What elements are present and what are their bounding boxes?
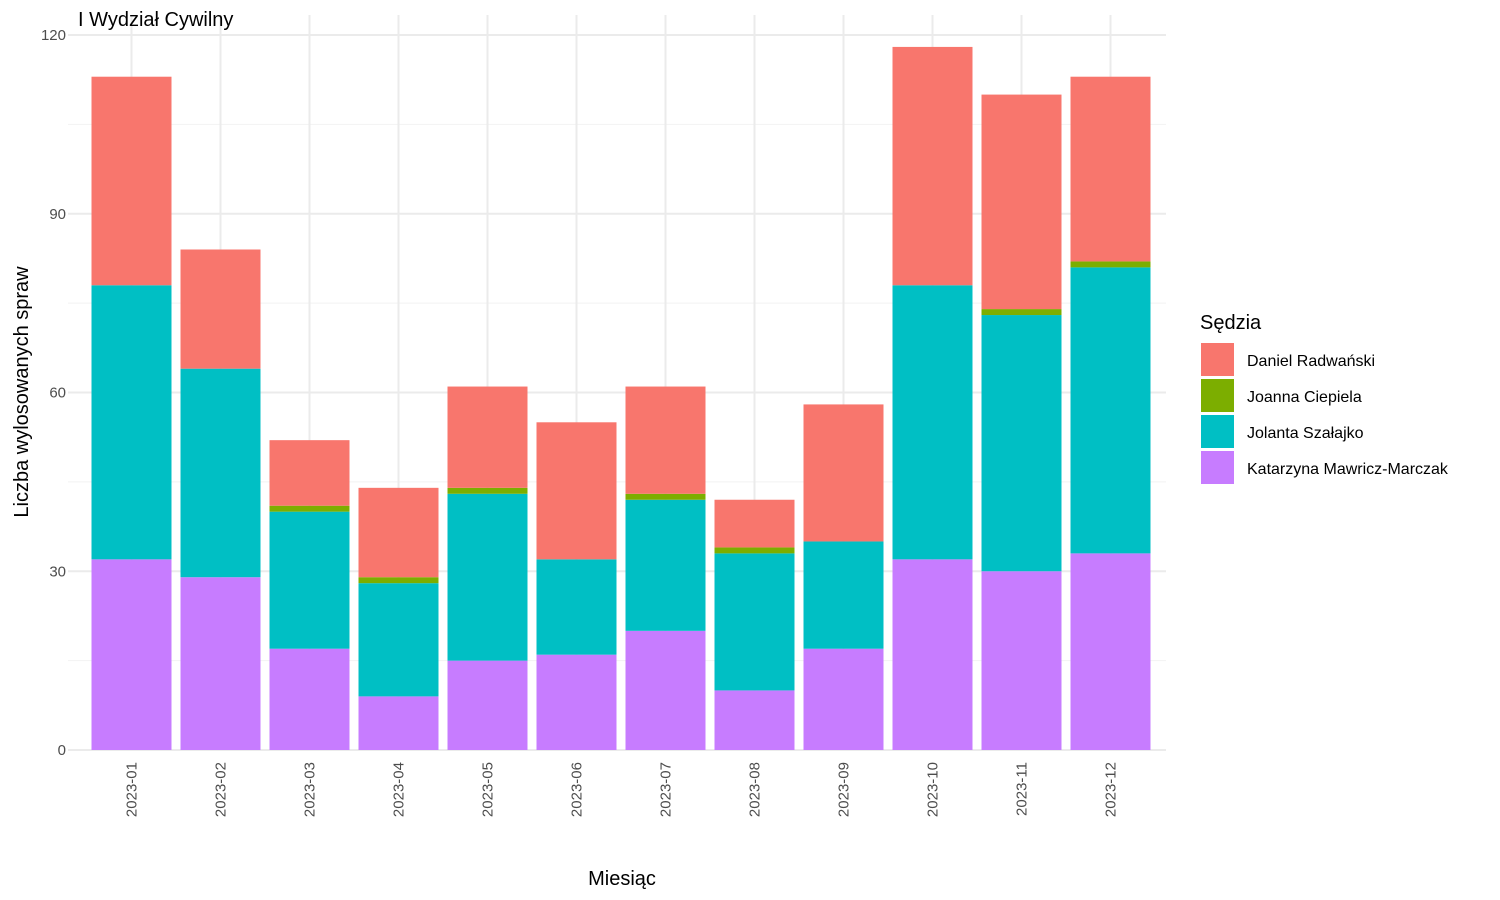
y-tick-label: 30 bbox=[49, 563, 66, 580]
x-tick-label: 2023-02 bbox=[213, 762, 230, 817]
x-tick-label: 2023-07 bbox=[658, 762, 675, 817]
y-tick-label: 90 bbox=[49, 206, 66, 223]
legend-label: Joanna Ciepiela bbox=[1247, 389, 1362, 406]
bar-segment-2023-03-katarzyna-mawricz-marczak bbox=[269, 648, 350, 750]
y-tick-label: 60 bbox=[49, 385, 66, 402]
bar-segment-2023-11-katarzyna-mawricz-marczak bbox=[981, 571, 1062, 750]
bar-segment-2023-07-katarzyna-mawricz-marczak bbox=[625, 630, 706, 750]
x-tick-label: 2023-09 bbox=[836, 762, 853, 817]
bar-segment-2023-07-joanna-ciepiela bbox=[625, 493, 706, 500]
bars bbox=[91, 46, 1151, 750]
bar-segment-2023-10-jolanta-szałajko bbox=[892, 285, 973, 560]
bar-segment-2023-03-jolanta-szałajko bbox=[269, 511, 350, 649]
bar-segment-2023-04-joanna-ciepiela bbox=[358, 577, 439, 584]
bar-segment-2023-08-jolanta-szałajko bbox=[714, 553, 795, 691]
bar-segment-2023-04-jolanta-szałajko bbox=[358, 583, 439, 697]
bar-segment-2023-05-katarzyna-mawricz-marczak bbox=[447, 660, 528, 750]
bar-segment-2023-11-joanna-ciepiela bbox=[981, 309, 1062, 316]
x-tick-label: 2023-10 bbox=[925, 762, 942, 817]
bar-segment-2023-01-daniel-radwański bbox=[91, 76, 172, 286]
bar-segment-2023-04-daniel-radwański bbox=[358, 487, 439, 578]
y-axis-ticks: 0 30 60 90 120 bbox=[41, 27, 66, 759]
x-tick-label: 2023-11 bbox=[1014, 762, 1031, 816]
x-tick-label: 2023-12 bbox=[1103, 762, 1120, 817]
bar-segment-2023-10-katarzyna-mawricz-marczak bbox=[892, 559, 973, 750]
bar-segment-2023-11-daniel-radwański bbox=[981, 94, 1062, 310]
legend-title: Sędzia bbox=[1200, 312, 1262, 334]
bar-segment-2023-12-katarzyna-mawricz-marczak bbox=[1070, 553, 1151, 750]
legend-label: Daniel Radwański bbox=[1247, 353, 1375, 370]
x-axis-title: Miesiąc bbox=[588, 868, 656, 890]
bar-segment-2023-07-daniel-radwański bbox=[625, 386, 706, 494]
legend: Sędzia Daniel Radwański Joanna Ciepiela Jo… bbox=[1200, 312, 1449, 484]
x-tick-label: 2023-06 bbox=[569, 762, 586, 817]
legend-swatch bbox=[1201, 451, 1234, 484]
bar-segment-2023-08-daniel-radwański bbox=[714, 499, 795, 548]
y-axis-title: Liczba wylosowanych spraw bbox=[11, 266, 33, 518]
chart-title: I Wydział Cywilny bbox=[78, 9, 233, 31]
bar-segment-2023-03-joanna-ciepiela bbox=[269, 505, 350, 512]
x-axis-ticks: 2023-01 2023-02 2023-03 2023-04 2023-05 2023-… bbox=[124, 762, 1120, 817]
y-tick-label: 120 bbox=[41, 27, 66, 44]
bar-segment-2023-05-jolanta-szałajko bbox=[447, 493, 528, 661]
bar-segment-2023-07-jolanta-szałajko bbox=[625, 499, 706, 631]
bar-segment-2023-01-jolanta-szałajko bbox=[91, 285, 172, 560]
bar-segment-2023-02-daniel-radwański bbox=[180, 249, 261, 369]
bar-segment-2023-02-jolanta-szałajko bbox=[180, 368, 261, 578]
bar-segment-2023-12-joanna-ciepiela bbox=[1070, 261, 1151, 268]
legend-label: Jolanta Szałajko bbox=[1247, 425, 1364, 442]
x-tick-label: 2023-03 bbox=[302, 762, 319, 817]
bar-segment-2023-09-daniel-radwański bbox=[803, 404, 884, 542]
bar-segment-2023-12-daniel-radwański bbox=[1070, 76, 1151, 262]
bar-segment-2023-08-joanna-ciepiela bbox=[714, 547, 795, 554]
x-tick-label: 2023-05 bbox=[480, 762, 497, 817]
bar-segment-2023-11-jolanta-szałajko bbox=[981, 315, 1062, 572]
bar-segment-2023-12-jolanta-szałajko bbox=[1070, 267, 1151, 554]
bar-segment-2023-08-katarzyna-mawricz-marczak bbox=[714, 690, 795, 750]
y-tick-label: 0 bbox=[58, 742, 66, 759]
bar-segment-2023-05-joanna-ciepiela bbox=[447, 487, 528, 494]
x-tick-label: 2023-04 bbox=[391, 762, 408, 817]
bar-segment-2023-01-katarzyna-mawricz-marczak bbox=[91, 559, 172, 750]
bar-segment-2023-05-daniel-radwański bbox=[447, 386, 528, 488]
legend-swatch bbox=[1201, 343, 1234, 376]
bar-segment-2023-09-jolanta-szałajko bbox=[803, 541, 884, 649]
legend-label: Katarzyna Mawricz-Marczak bbox=[1247, 461, 1449, 478]
bar-segment-2023-02-katarzyna-mawricz-marczak bbox=[180, 577, 261, 750]
x-tick-label: 2023-08 bbox=[747, 762, 764, 817]
bar-segment-2023-09-katarzyna-mawricz-marczak bbox=[803, 648, 884, 750]
bar-segment-2023-06-daniel-radwański bbox=[536, 422, 617, 560]
bar-segment-2023-10-daniel-radwański bbox=[892, 46, 973, 286]
x-tick-label: 2023-01 bbox=[124, 762, 141, 817]
bar-segment-2023-06-katarzyna-mawricz-marczak bbox=[536, 654, 617, 750]
legend-swatch bbox=[1201, 415, 1234, 448]
bar-segment-2023-06-jolanta-szałajko bbox=[536, 559, 617, 655]
legend-swatch bbox=[1201, 379, 1234, 412]
bar-segment-2023-03-daniel-radwański bbox=[269, 440, 350, 506]
bar-segment-2023-04-katarzyna-mawricz-marczak bbox=[358, 696, 439, 750]
